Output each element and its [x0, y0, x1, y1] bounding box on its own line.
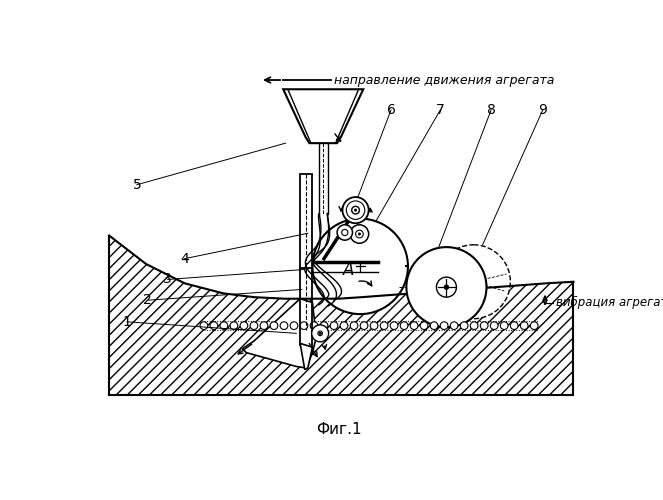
Circle shape	[352, 206, 359, 214]
Circle shape	[343, 197, 369, 223]
Circle shape	[260, 322, 268, 330]
Circle shape	[420, 322, 428, 330]
Circle shape	[470, 322, 478, 330]
Circle shape	[312, 218, 408, 314]
Circle shape	[520, 322, 528, 330]
Circle shape	[491, 322, 498, 330]
Circle shape	[444, 285, 449, 290]
Circle shape	[312, 325, 329, 342]
Circle shape	[330, 322, 338, 330]
Text: 8: 8	[487, 103, 495, 117]
Text: вибрация агрегата: вибрация агрегата	[556, 296, 663, 309]
Circle shape	[511, 322, 518, 330]
Circle shape	[436, 245, 511, 318]
Text: 5: 5	[133, 178, 141, 192]
Circle shape	[350, 225, 369, 244]
Circle shape	[346, 201, 365, 220]
Text: Фиг.1: Фиг.1	[317, 422, 362, 437]
Circle shape	[210, 322, 217, 330]
Circle shape	[319, 332, 322, 334]
Circle shape	[360, 322, 368, 330]
Text: 3: 3	[163, 272, 172, 286]
Circle shape	[341, 230, 348, 235]
Circle shape	[406, 247, 487, 327]
Circle shape	[250, 322, 258, 330]
Text: 6: 6	[387, 103, 395, 117]
Circle shape	[220, 322, 228, 330]
Text: 4: 4	[180, 252, 189, 266]
Circle shape	[380, 322, 388, 330]
Circle shape	[530, 322, 538, 330]
Circle shape	[501, 322, 508, 330]
Circle shape	[410, 322, 418, 330]
Circle shape	[355, 209, 357, 212]
Circle shape	[270, 322, 278, 330]
Circle shape	[340, 322, 348, 330]
Circle shape	[400, 322, 408, 330]
Polygon shape	[300, 174, 312, 268]
Text: 1: 1	[123, 315, 131, 329]
Circle shape	[337, 225, 353, 240]
Circle shape	[320, 322, 328, 330]
Text: 7: 7	[436, 103, 445, 117]
Text: направление движения агрегата: направление движения агрегата	[334, 74, 554, 86]
Circle shape	[310, 322, 318, 330]
Circle shape	[480, 322, 488, 330]
Polygon shape	[109, 236, 573, 395]
Text: 9: 9	[538, 103, 547, 117]
Polygon shape	[243, 298, 316, 368]
Circle shape	[440, 322, 448, 330]
Text: A: A	[343, 261, 354, 279]
Polygon shape	[300, 344, 312, 369]
Circle shape	[318, 331, 322, 336]
Circle shape	[460, 322, 468, 330]
Circle shape	[450, 322, 458, 330]
Circle shape	[230, 322, 238, 330]
Polygon shape	[283, 90, 363, 143]
Circle shape	[391, 322, 398, 330]
Circle shape	[355, 230, 363, 238]
Circle shape	[290, 322, 298, 330]
Text: 2: 2	[143, 293, 152, 307]
Circle shape	[430, 322, 438, 330]
Circle shape	[300, 322, 308, 330]
Circle shape	[350, 322, 358, 330]
Circle shape	[200, 322, 208, 330]
Circle shape	[280, 322, 288, 330]
Circle shape	[436, 277, 456, 297]
Circle shape	[358, 233, 361, 235]
Circle shape	[240, 322, 248, 330]
Circle shape	[370, 322, 378, 330]
